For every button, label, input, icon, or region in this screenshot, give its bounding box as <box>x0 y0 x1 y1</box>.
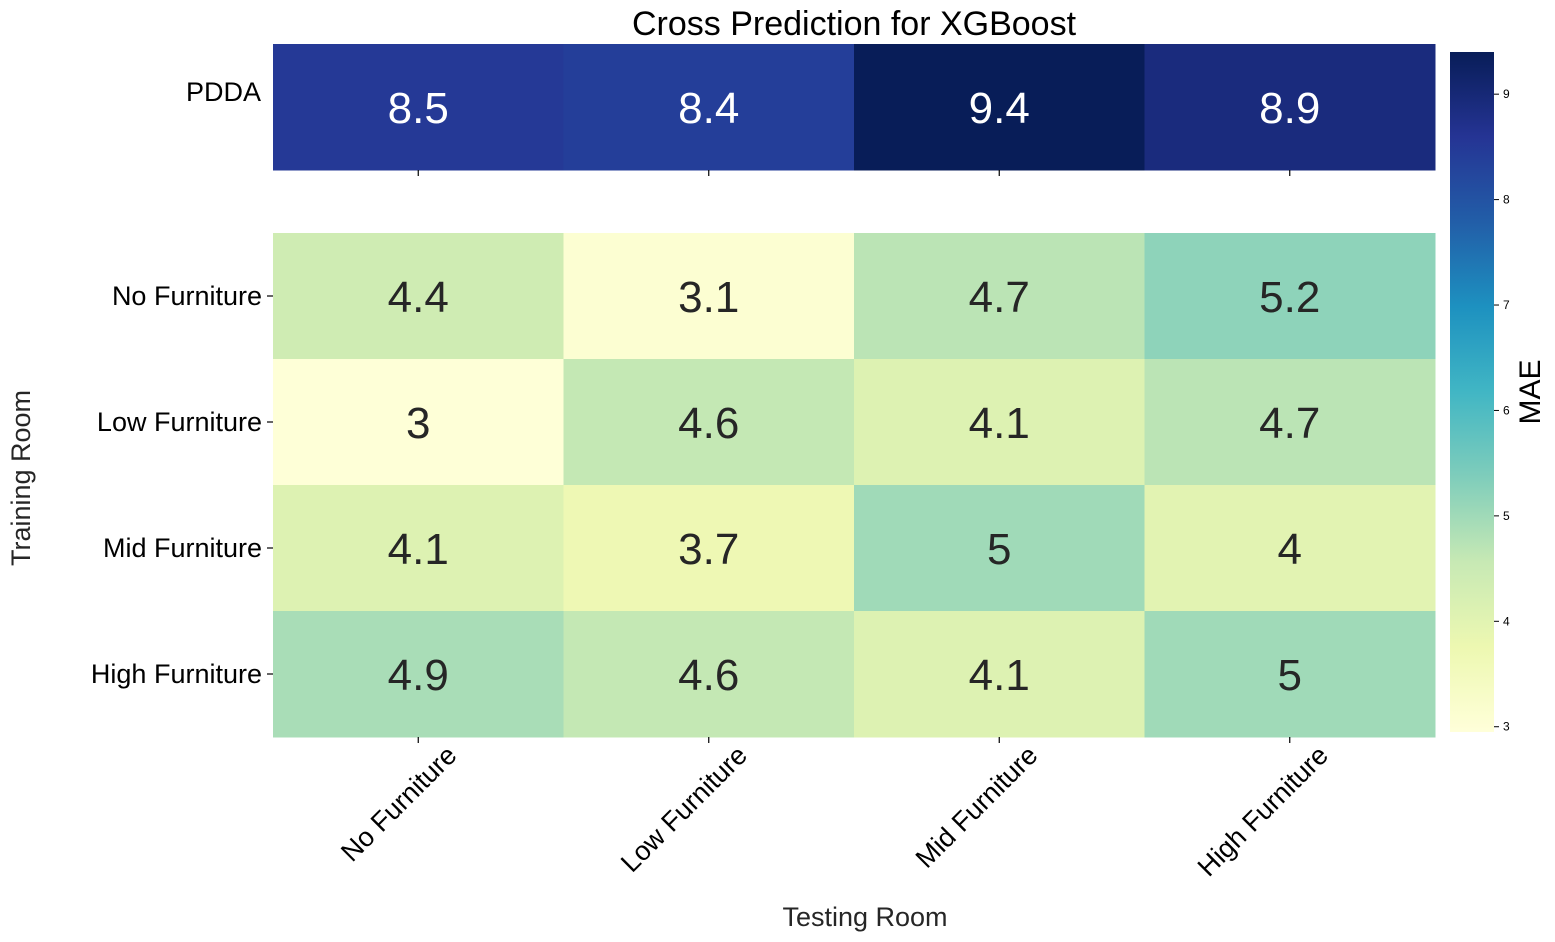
main-panel-cell <box>273 485 564 612</box>
y-tick-label: Mid Furniture <box>103 533 262 563</box>
main-panel-cell <box>273 611 564 738</box>
x-tick-label: Mid Furniture <box>910 740 1044 874</box>
y-axis: PDDA No Furniture Low Furniture Mid Furnitu… <box>91 77 273 689</box>
main-panel-cell-label: 3.7 <box>678 525 739 574</box>
y-tick-label: No Furniture <box>112 281 262 311</box>
y-tick-label: Low Furniture <box>97 407 262 437</box>
colorbar: 3 4 5 6 7 8 9 MAE <box>1450 52 1547 734</box>
main-panel-cell <box>854 611 1145 738</box>
colorbar-ticks: 3 4 5 6 7 8 9 <box>1494 87 1510 734</box>
top-panel-cell <box>1144 44 1436 171</box>
main-panel-cell <box>273 359 564 486</box>
x-tick-label: No Furniture <box>335 740 462 867</box>
colorbar-tick-label: 9 <box>1503 87 1510 101</box>
top-panel: 8.5 8.4 9.4 8.9 <box>273 44 1436 171</box>
main-panel-cell-label: 4.6 <box>678 399 739 448</box>
main-panel-cell <box>563 359 855 486</box>
main-panel-cell-label: 4.7 <box>1259 399 1320 448</box>
main-panel-cell <box>854 359 1145 486</box>
top-panel-cell-label: 8.5 <box>388 84 449 133</box>
main-panel-cell-label: 4.4 <box>388 273 449 322</box>
main-panel-cell-label: 4.1 <box>969 399 1030 448</box>
top-panel-cell-label: 9.4 <box>969 84 1030 133</box>
main-panel-cell-label: 5 <box>987 525 1011 574</box>
main-panel-cell-label: 5.2 <box>1259 273 1320 322</box>
main-panel-cell-label: 3.1 <box>678 273 739 322</box>
colorbar-tick-label: 5 <box>1503 509 1510 523</box>
colorbar-tick-label: 4 <box>1503 614 1510 628</box>
top-panel-cell <box>854 44 1145 171</box>
main-panel-cell <box>1144 359 1436 486</box>
colorbar-tick-label: 7 <box>1503 298 1510 312</box>
x-axis-label: Testing Room <box>782 902 947 932</box>
main-panel-cell-label: 4.7 <box>969 273 1030 322</box>
y-tick-label: High Furniture <box>91 659 262 689</box>
top-panel-cell-label: 8.4 <box>678 84 739 133</box>
main-panel-cell <box>563 611 855 738</box>
main-panel-cell-label: 4 <box>1278 525 1302 574</box>
top-panel-cell-label: 8.9 <box>1259 84 1320 133</box>
main-panel-cell <box>563 233 855 360</box>
chart-title: Cross Prediction for XGBoost <box>632 5 1077 43</box>
colorbar-gradient <box>1450 52 1494 732</box>
main-panel-cell-label: 4.1 <box>969 651 1030 700</box>
main-panel-cell-label: 4.6 <box>678 651 739 700</box>
colorbar-label: MAE <box>1514 359 1547 424</box>
main-panel-cell-label: 3 <box>406 399 430 448</box>
main-panel-cell-label: 4.1 <box>388 525 449 574</box>
colorbar-tick-label: 3 <box>1503 720 1510 734</box>
main-panel-cell-label: 5 <box>1278 651 1302 700</box>
colorbar-tick-label: 8 <box>1503 193 1510 207</box>
main-panel-cell <box>273 233 564 360</box>
main-panel-cell <box>1144 233 1436 360</box>
main-panel-cell <box>854 485 1145 612</box>
main-panel-cell <box>1144 611 1436 738</box>
main-panel-cell-label: 4.9 <box>388 651 449 700</box>
top-panel-cell <box>563 44 855 171</box>
main-panel-cell <box>854 233 1145 360</box>
main-panel-cell <box>563 485 855 612</box>
colorbar-tick-label: 6 <box>1503 403 1510 417</box>
x-tick-label: High Furniture <box>1192 740 1334 882</box>
y-axis-label: Training Room <box>6 390 36 566</box>
main-panel-cell <box>1144 485 1436 612</box>
x-tick-label: Low Furniture <box>615 740 753 878</box>
top-panel-cell <box>273 44 564 171</box>
y-tick-label: PDDA <box>186 77 261 107</box>
main-panel: 4.4 3.1 4.7 5.2 3 4.6 4.1 4.7 4.1 3.7 5 4 4.9 4.6 4.1 5 <box>273 233 1436 738</box>
